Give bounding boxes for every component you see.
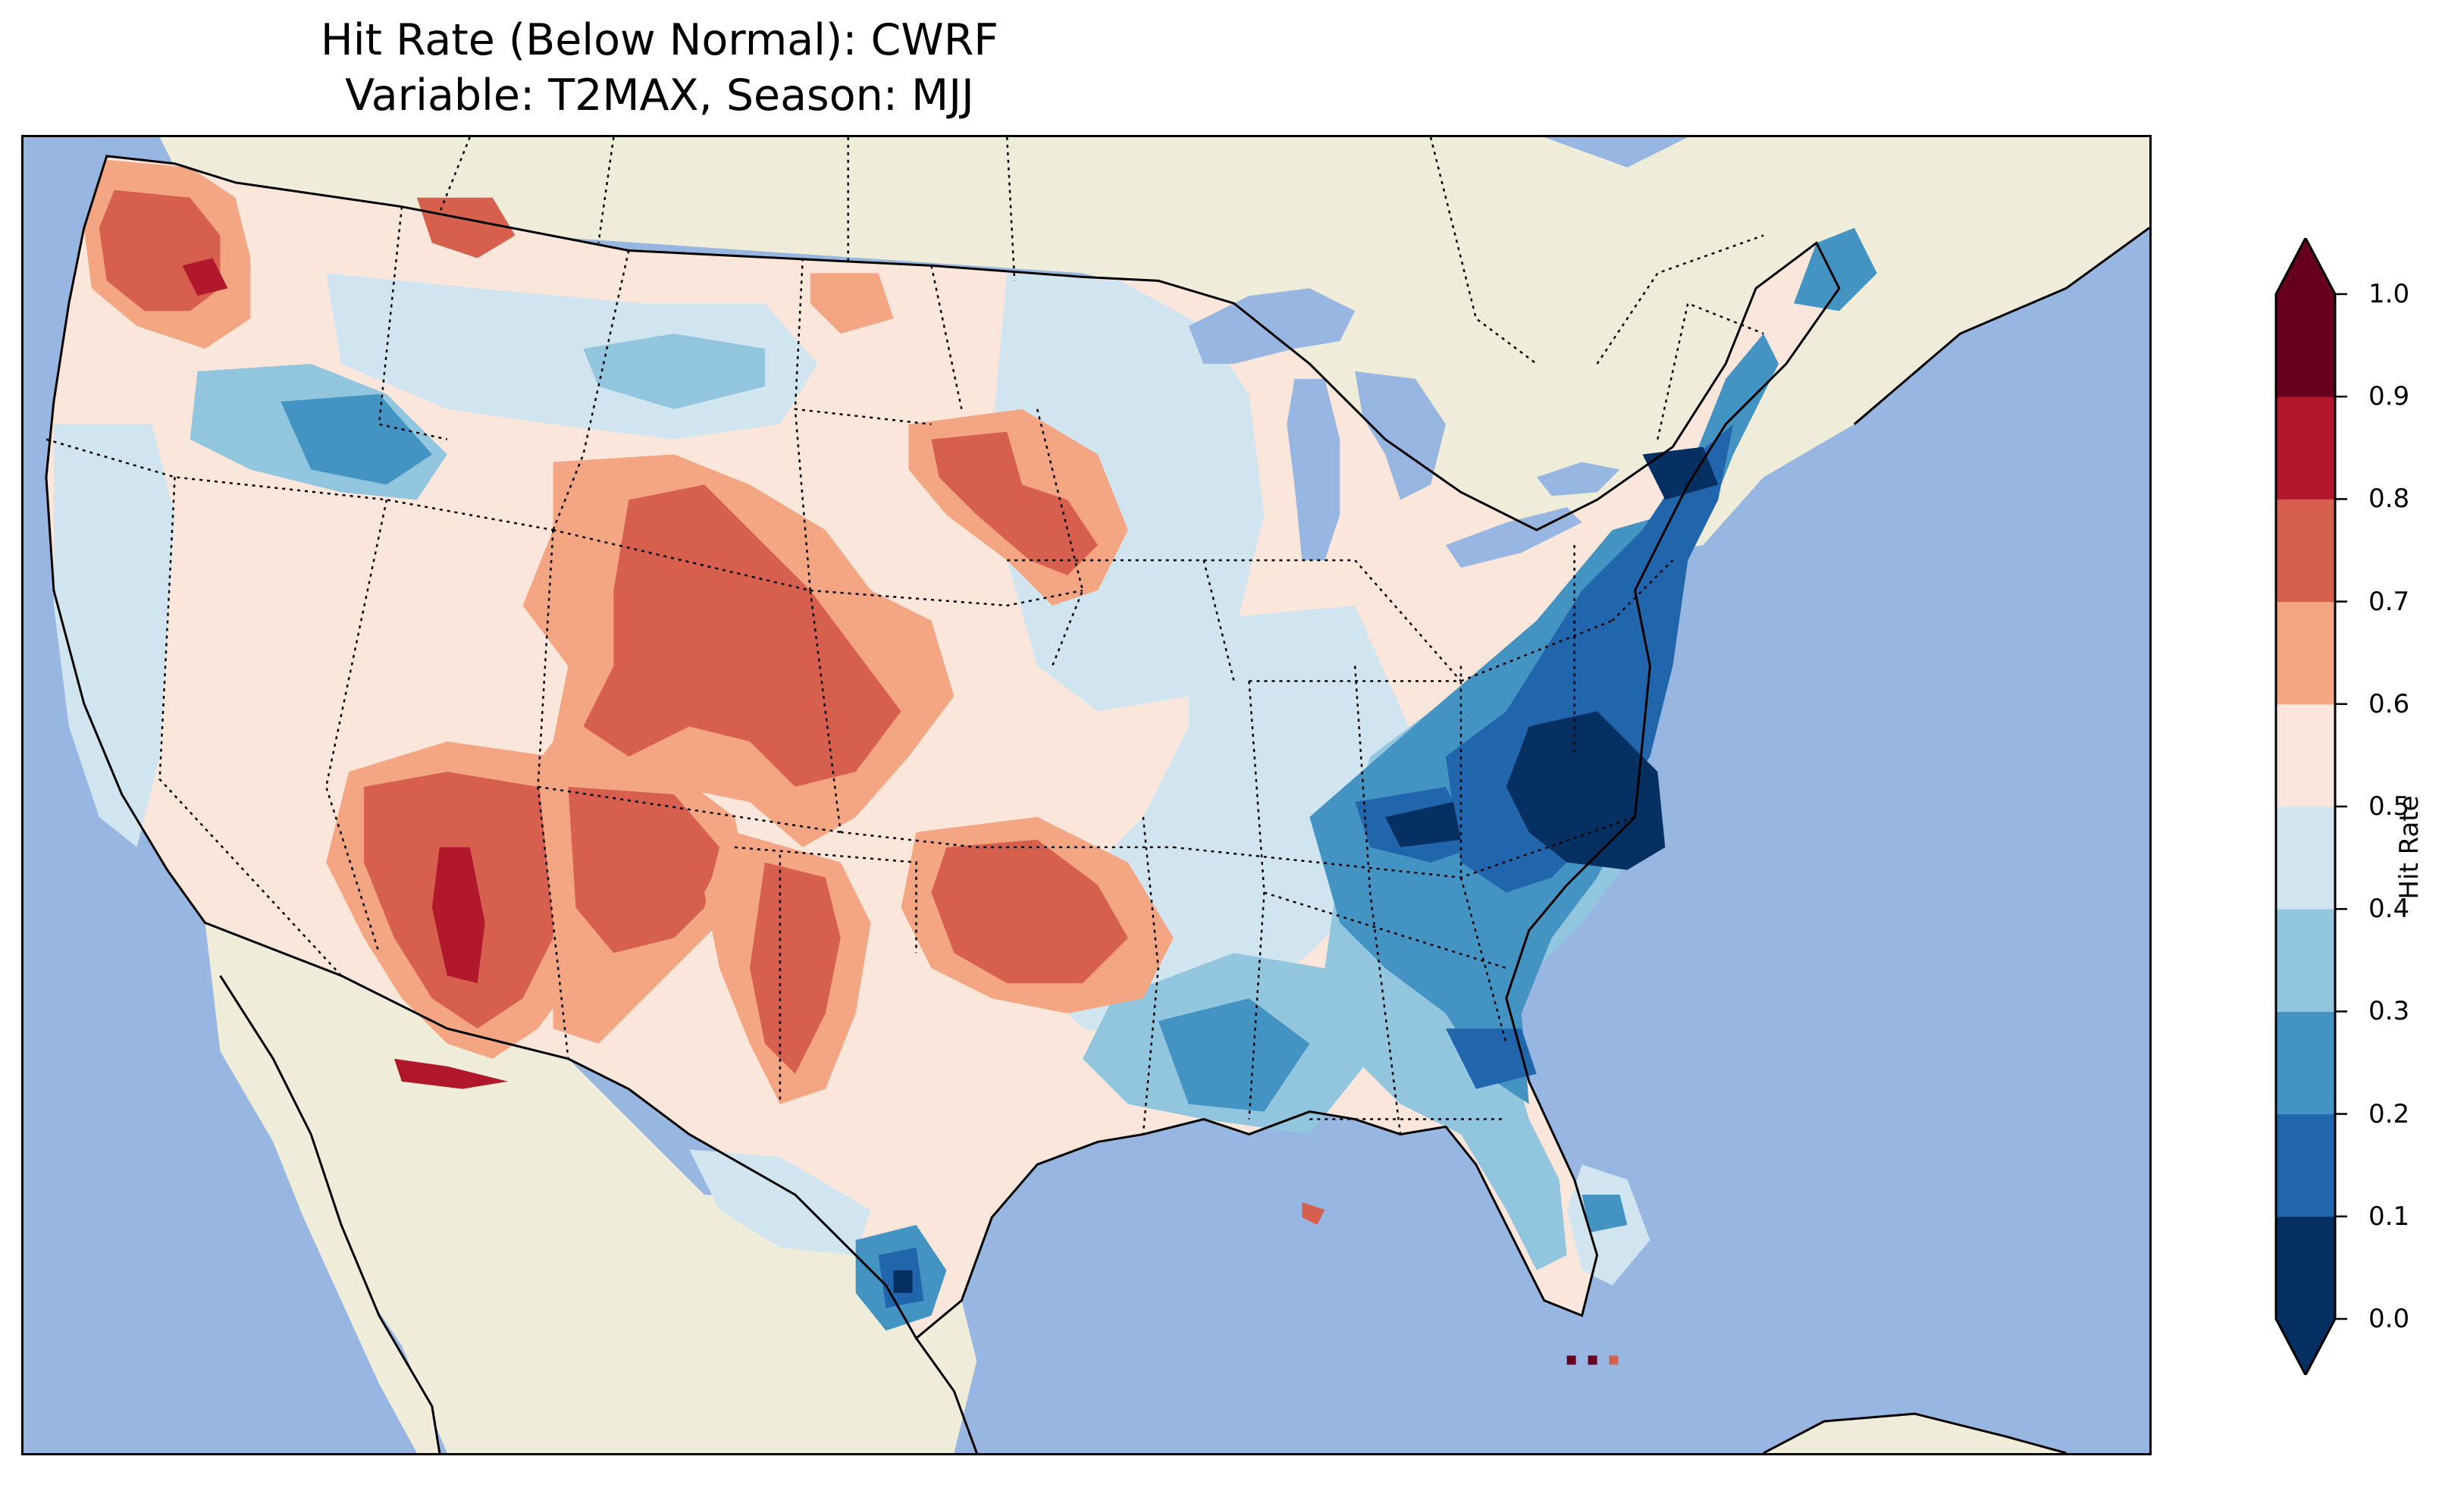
- cuba-land: [1763, 1414, 2067, 1453]
- colorbar-tick-label: 0.4: [2368, 894, 2410, 925]
- province-borders: [438, 137, 1764, 365]
- colorbar-bin: [2276, 1011, 2335, 1115]
- lake-erie: [1445, 507, 1582, 568]
- colorbar-bin: [2276, 909, 2335, 1012]
- colorbar-bin: [2276, 1216, 2335, 1320]
- colorbar-label: Hit Rate: [2394, 795, 2425, 900]
- colorbar-bin: [2276, 1113, 2335, 1217]
- colorbar-bin: [2276, 499, 2335, 603]
- lake-superior: [1188, 288, 1356, 364]
- colorbar-bin: [2276, 294, 2335, 397]
- chart-title-line-1: Hit Rate (Below Normal): CWRF: [320, 15, 999, 65]
- map-panel: [21, 135, 2152, 1455]
- colorbar-svg: [2274, 238, 2347, 1375]
- colorbar-tick-label: 0.5: [2368, 791, 2410, 822]
- mexico-land: [205, 922, 977, 1453]
- colorbar-bin: [2276, 601, 2335, 705]
- colorbar-tick-label: 0.6: [2368, 688, 2410, 719]
- colorbar-tick-label: 0.7: [2368, 586, 2410, 617]
- colorbar-tick-label: 0.9: [2368, 381, 2410, 412]
- lake-michigan: [1287, 378, 1340, 561]
- colorbar-extend-high: [2276, 238, 2335, 294]
- colorbar-extend-low: [2276, 1319, 2335, 1375]
- lake-ontario: [1536, 462, 1620, 496]
- colorbar-tick-label: 0.3: [2368, 996, 2410, 1027]
- colorbar-bin: [2276, 807, 2335, 910]
- chart-title-line-2: Variable: T2MAX, Season: MJJ: [345, 70, 974, 121]
- colorbar-tick-label: 0.2: [2368, 1098, 2410, 1129]
- colorbar-tick-label: 1.0: [2368, 279, 2410, 309]
- state-borders: [45, 206, 1764, 1135]
- colorbar-tick-label: 0.1: [2368, 1201, 2410, 1232]
- colorbar-bin: [2276, 703, 2335, 807]
- colorbar: 0.0 0.1 0.2 0.3 0.4 0.5 0.6 0.7 0.8 0.9 1.0: [2274, 238, 2456, 1375]
- lake-huron: [1355, 371, 1446, 500]
- colorbar-tick-label: 0.8: [2368, 484, 2410, 515]
- map-svg: [24, 137, 2149, 1453]
- colorbar-tick-label: 0.0: [2368, 1304, 2410, 1334]
- colorbar-bin: [2276, 396, 2335, 500]
- baja-land: [220, 976, 440, 1453]
